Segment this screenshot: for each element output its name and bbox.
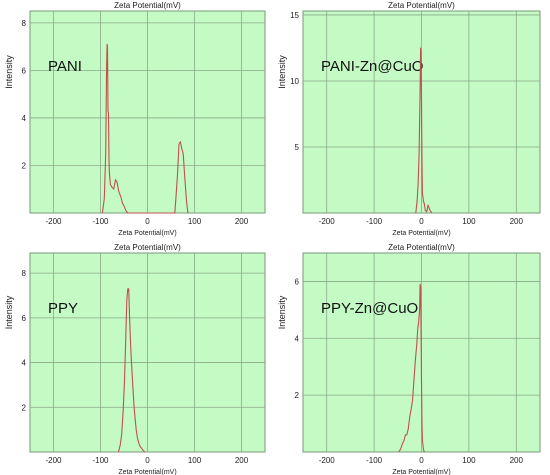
x-tick-label: 100 xyxy=(188,217,202,226)
series-line xyxy=(101,43,189,214)
chart-pani: -200 -100 0 100 200 2 4 6 8 Zeta Potential(mV) Zet… xyxy=(4,1,266,237)
series-line xyxy=(398,283,425,453)
x-tick-label: 0 xyxy=(145,217,150,226)
sample-label: PANI-Zn@CuO xyxy=(321,58,423,75)
series-line xyxy=(117,288,146,453)
x-tick-label: -100 xyxy=(366,456,383,465)
x-tick-label: -100 xyxy=(92,456,109,465)
x-tick-label: 200 xyxy=(235,217,249,226)
y-tick-label: 2 xyxy=(22,403,27,412)
y-axis-label: Intensity xyxy=(277,295,287,329)
y-tick-label: 8 xyxy=(22,19,27,28)
x-tick-label: -200 xyxy=(45,456,62,465)
x-tick-label: 0 xyxy=(145,456,150,465)
x-tick-label: 100 xyxy=(462,217,476,226)
x-tick-label: -200 xyxy=(45,217,62,226)
gridlines xyxy=(303,11,540,213)
y-tick-label: 6 xyxy=(295,277,300,286)
x-tick-label: -200 xyxy=(319,217,336,226)
y-tick-label: 15 xyxy=(290,11,299,20)
y-tick-label: 8 xyxy=(22,269,27,278)
y-tick-label: 10 xyxy=(290,77,299,86)
y-tick-label: 6 xyxy=(22,314,27,323)
x-axis-label: Zeta Potential(mV) xyxy=(118,230,176,237)
x-tick-label: 100 xyxy=(462,456,476,465)
chart-title: Zeta Potential(mV) xyxy=(114,1,181,10)
chart-title: Zeta Potential(mV) xyxy=(114,243,181,252)
chart-title: Zeta Potential(mV) xyxy=(388,1,455,10)
chart-ppy: -200 -100 0 100 200 2 4 6 8 Zeta Potential(mV) Zet… xyxy=(4,243,266,475)
x-tick-label: 200 xyxy=(510,217,524,226)
y-tick-label: 6 xyxy=(22,66,27,75)
chart-title: Zeta Potential(mV) xyxy=(388,243,455,252)
x-axis-label: Zeta Potential(mV) xyxy=(392,469,450,475)
y-tick-label: 4 xyxy=(22,114,27,123)
y-tick-label: 4 xyxy=(22,359,27,368)
y-tick-label: 5 xyxy=(295,143,300,152)
sample-label: PPY-Zn@CuO xyxy=(321,300,418,317)
sample-label: PANI xyxy=(48,58,82,75)
y-tick-label: 2 xyxy=(295,391,300,400)
x-axis-label: Zeta Potential(mV) xyxy=(392,230,450,237)
x-tick-label: -100 xyxy=(92,217,109,226)
y-tick-label: 2 xyxy=(22,161,27,170)
y-axis-label: Intensity xyxy=(4,295,14,329)
sample-label: PPY xyxy=(48,300,78,317)
gridlines xyxy=(30,11,265,213)
x-tick-label: -100 xyxy=(366,217,383,226)
x-tick-label: 0 xyxy=(419,217,424,226)
chart-pani-zn-cuo: -200 -100 0 100 200 5 10 15 Zeta Potential(mV) Ze… xyxy=(277,1,541,237)
series-line xyxy=(415,47,433,214)
gridlines xyxy=(303,253,540,452)
x-tick-label: 100 xyxy=(188,456,202,465)
y-axis-label: Intensity xyxy=(277,55,287,89)
chart-ppy-zn-cuo: -200 -100 0 100 200 2 4 6 Zeta Potential(mV) Zeta… xyxy=(277,243,541,475)
y-axis-label: Intensity xyxy=(4,55,14,89)
x-tick-label: -200 xyxy=(319,456,336,465)
gridlines xyxy=(30,253,265,452)
y-tick-label: 4 xyxy=(295,334,300,343)
x-tick-label: 0 xyxy=(419,456,424,465)
x-tick-label: 200 xyxy=(235,456,249,465)
x-axis-label: Zeta Potential(mV) xyxy=(118,469,176,475)
x-tick-label: 200 xyxy=(510,456,524,465)
